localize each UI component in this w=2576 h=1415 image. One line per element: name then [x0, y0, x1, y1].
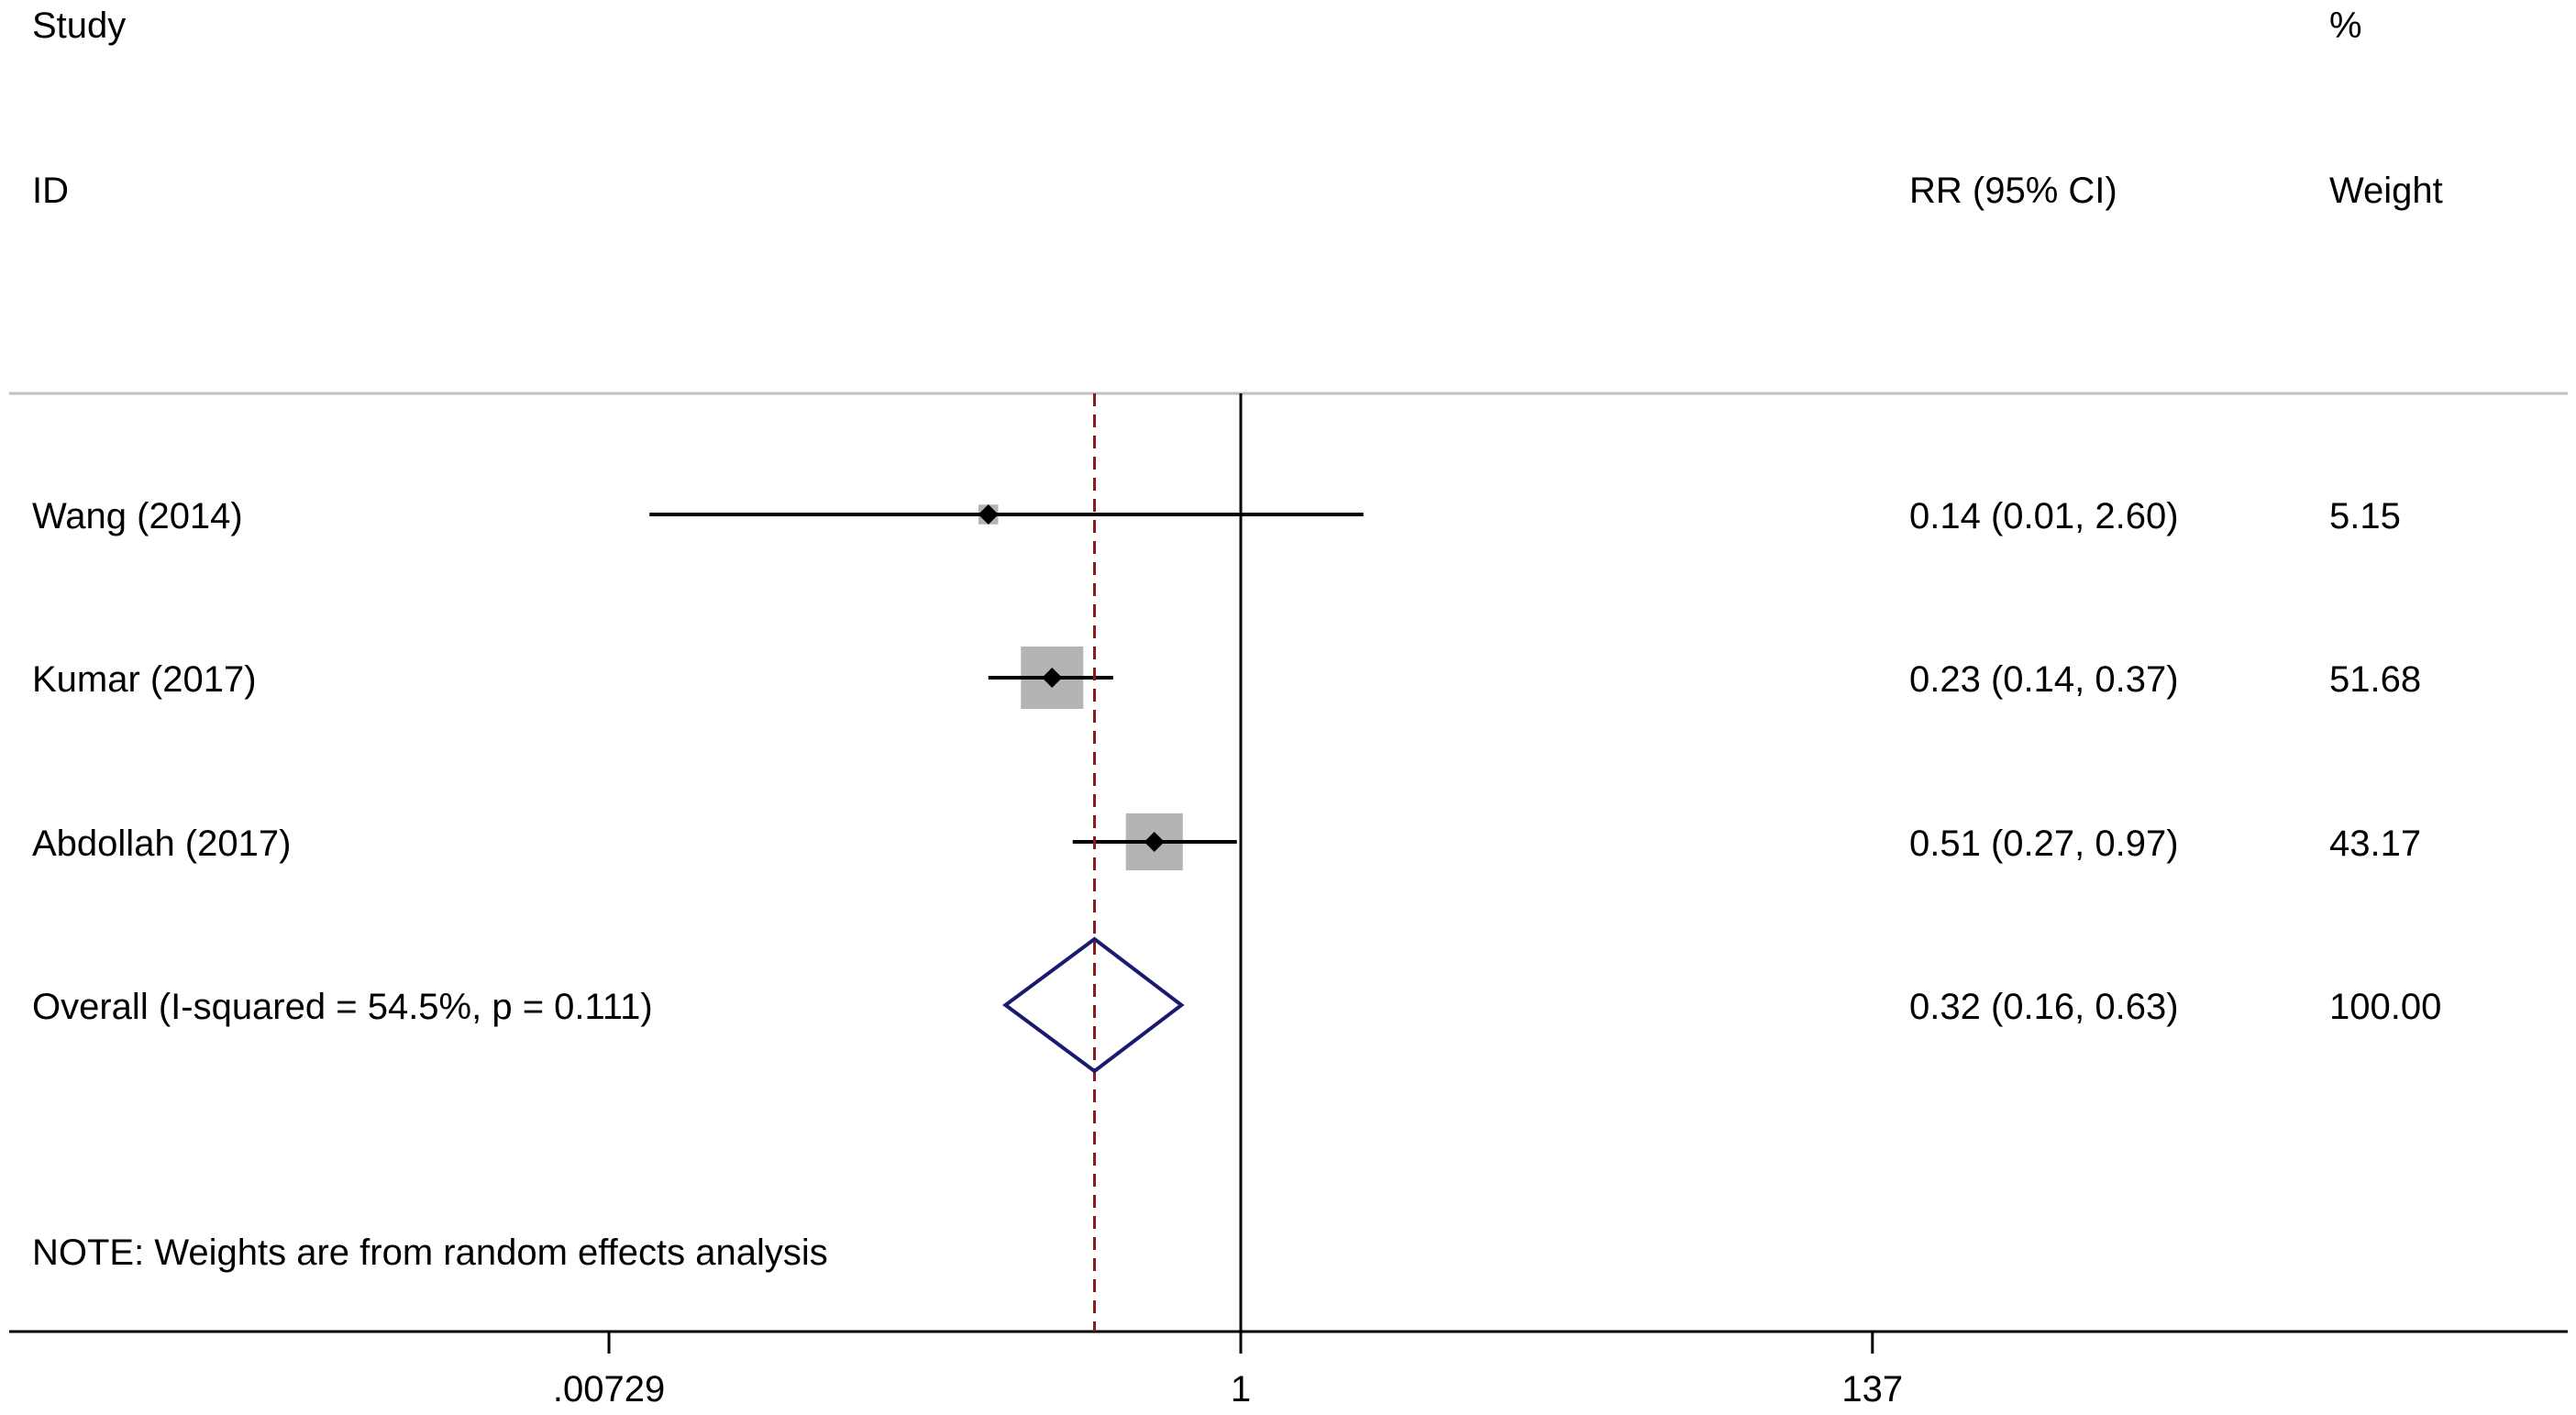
x-tick-label-2: 137 — [1841, 1369, 1903, 1409]
study-ci-text-0: 0.14 (0.01, 2.60) — [1909, 496, 2179, 536]
x-tick-label-1: 1 — [1231, 1369, 1251, 1409]
study-label-0: Wang (2014) — [32, 496, 243, 536]
header-weight-percent: % — [2329, 6, 2362, 46]
overall-weight-text: 100.00 — [2329, 987, 2441, 1027]
study-point-1 — [1042, 668, 1063, 688]
study-ci-text-1: 0.23 (0.14, 0.37) — [1909, 659, 2179, 700]
header-weight: Weight — [2329, 171, 2443, 211]
study-ci-text-2: 0.51 (0.27, 0.97) — [1909, 824, 2179, 864]
header-id: ID — [32, 171, 69, 211]
study-weight-text-1: 51.68 — [2329, 659, 2421, 700]
header-study: Study — [32, 6, 126, 46]
study-label-1: Kumar (2017) — [32, 659, 257, 700]
overall-ci-text: 0.32 (0.16, 0.63) — [1909, 987, 2179, 1027]
study-weight-text-2: 43.17 — [2329, 824, 2421, 864]
header-effect: RR (95% CI) — [1909, 171, 2117, 211]
study-point-2 — [1144, 832, 1165, 852]
x-tick-label-0: .00729 — [553, 1369, 665, 1409]
weights-note: NOTE: Weights are from random effects an… — [32, 1233, 828, 1273]
overall-diamond — [1002, 936, 1185, 1074]
study-label-2: Abdollah (2017) — [32, 824, 291, 864]
study-weight-text-0: 5.15 — [2329, 496, 2401, 536]
overall-label: Overall (I-squared = 54.5%, p = 0.111) — [32, 987, 653, 1027]
study-point-0 — [978, 504, 999, 525]
